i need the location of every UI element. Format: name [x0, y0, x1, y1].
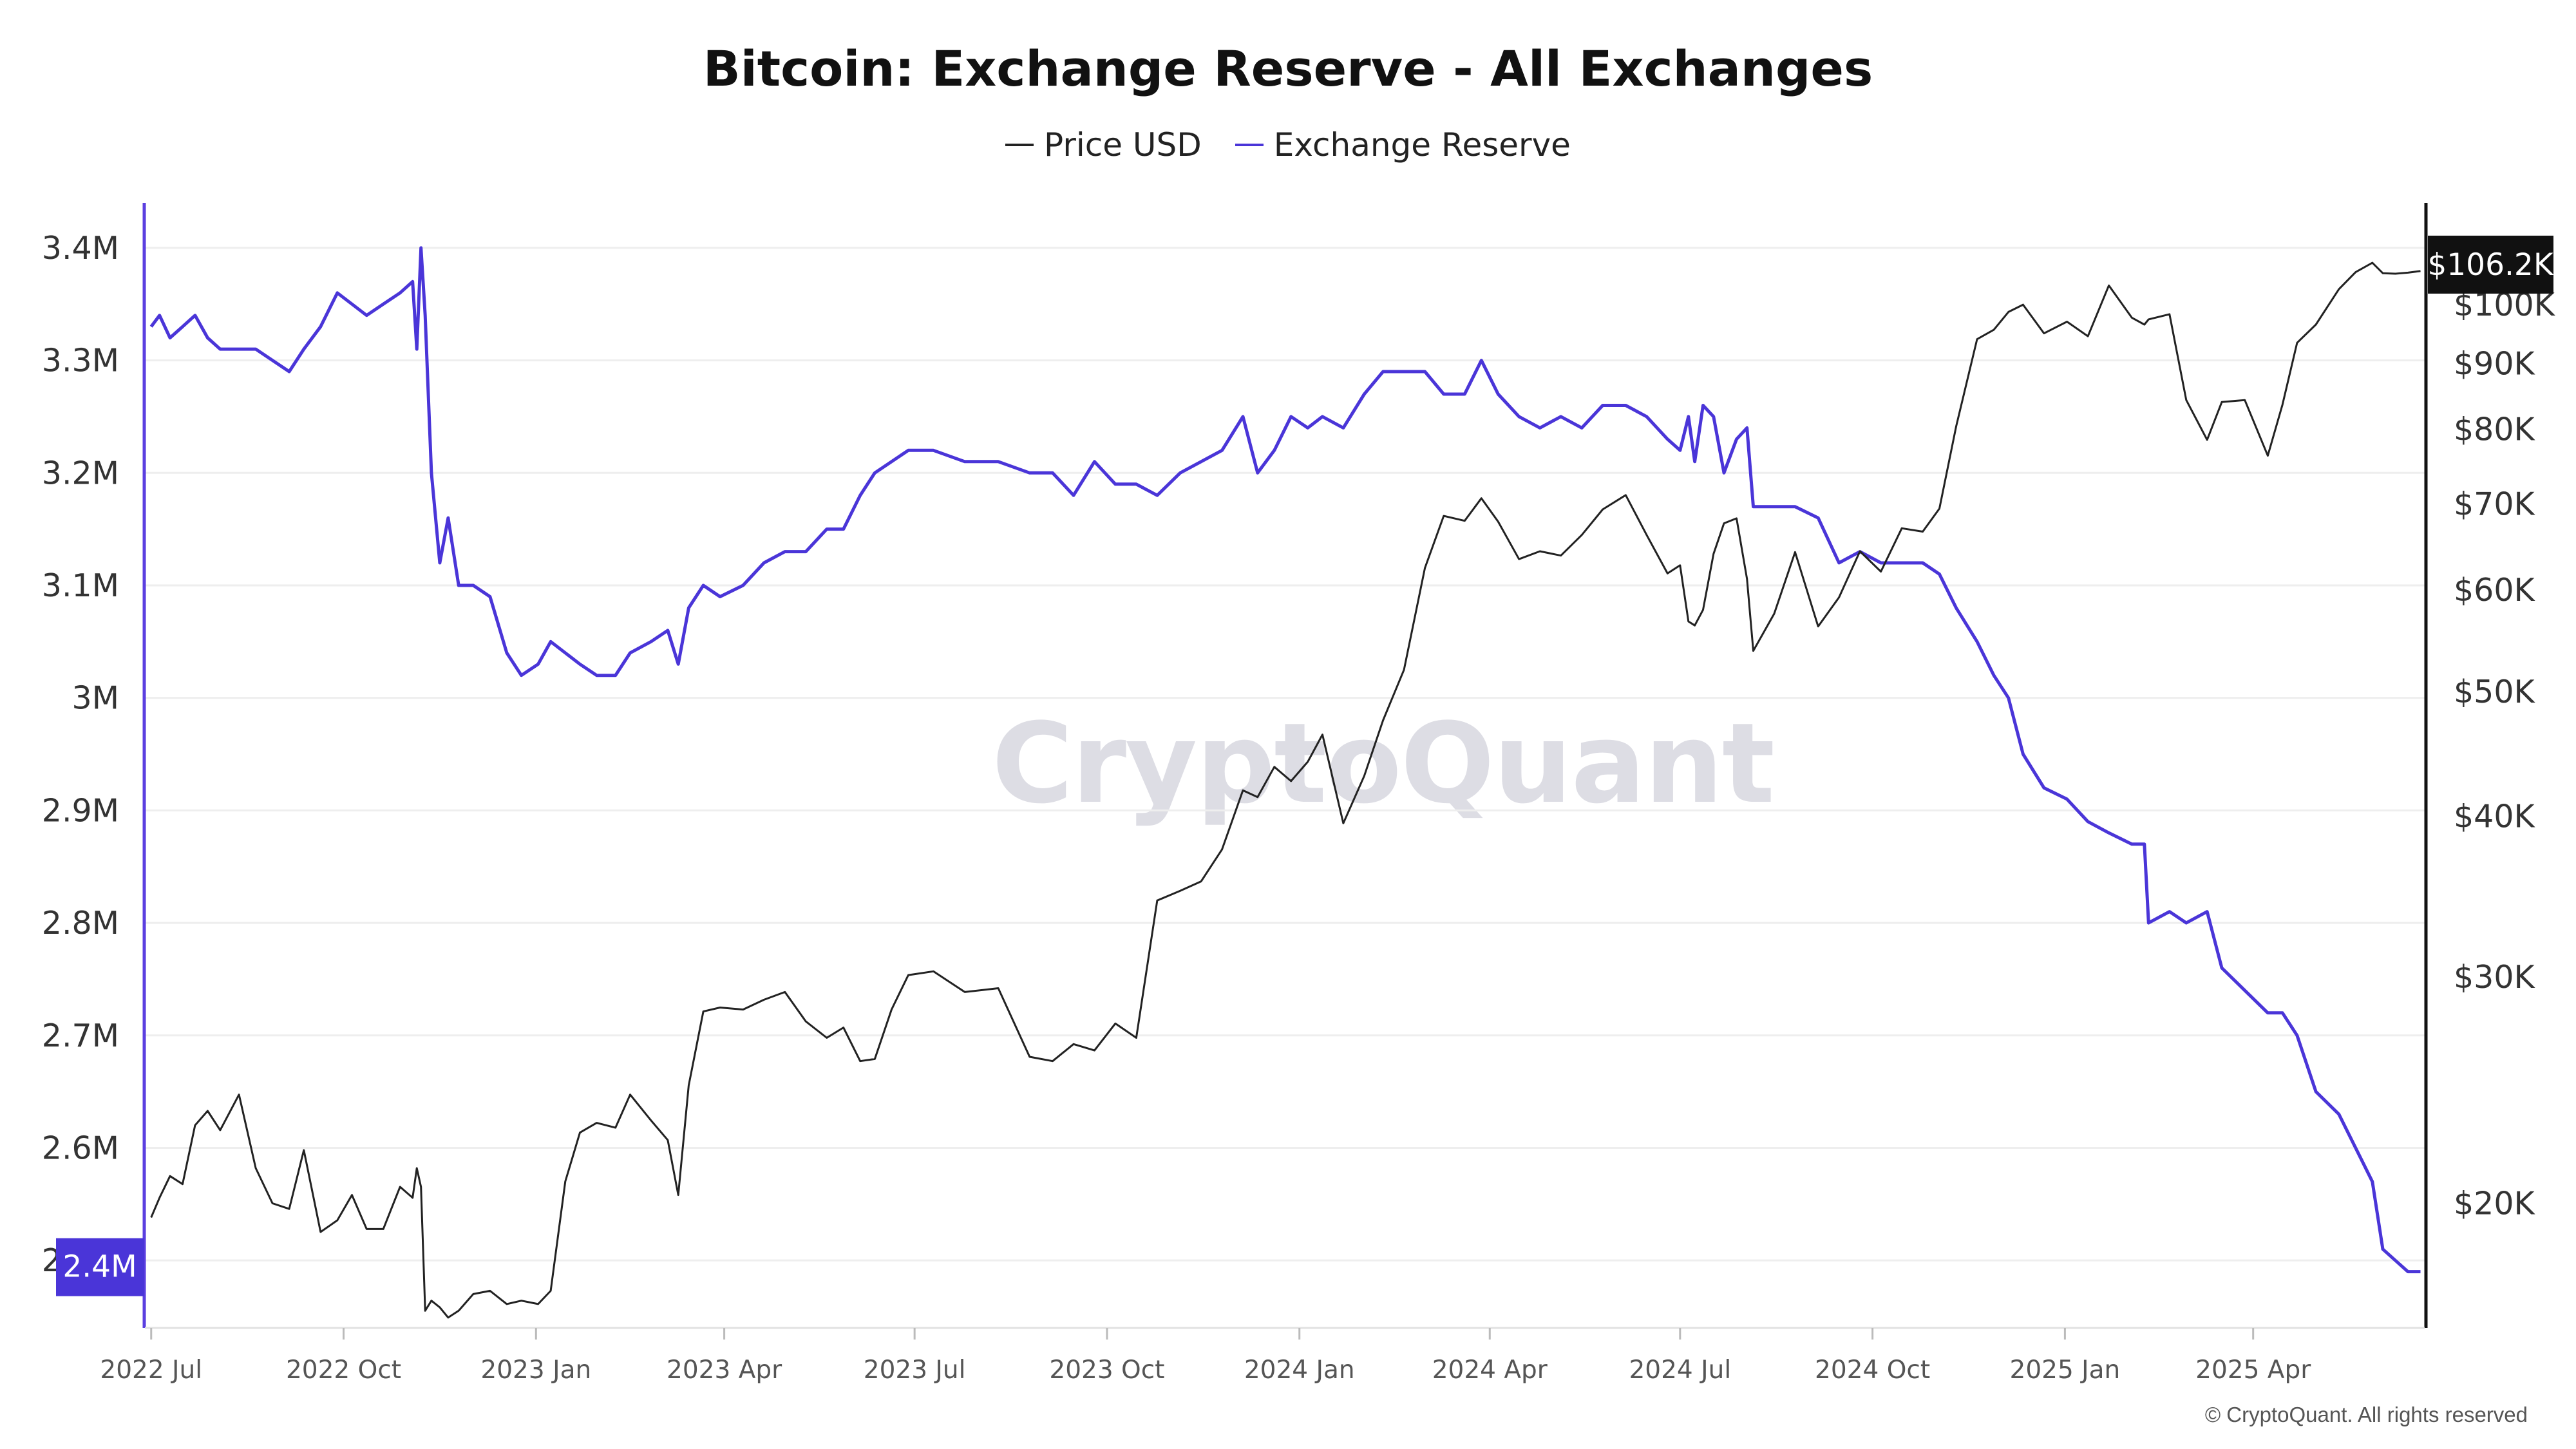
x-tick-label: 2023 Jul	[864, 1356, 966, 1385]
y-tick-label-right: $80K	[2454, 412, 2536, 448]
legend-item-reserve[interactable]: Exchange Reserve	[1235, 126, 1571, 164]
series-lines	[149, 246, 2421, 1319]
x-tick-label: 2023 Oct	[1049, 1356, 1164, 1385]
legend-label-reserve: Exchange Reserve	[1273, 126, 1571, 164]
legend: Price USD Exchange Reserve	[0, 126, 2576, 164]
y-tick-label-right: $60K	[2454, 572, 2536, 609]
legend-swatch-price	[1005, 144, 1034, 146]
y-tick-label-left: 3M	[72, 680, 119, 717]
x-tick-label: 2022 Oct	[286, 1356, 401, 1385]
series-line-exchange-reserve	[149, 246, 2421, 1274]
x-tick-label: 2024 Jan	[1244, 1356, 1355, 1385]
copyright-notice: © CryptoQuant. All rights reserved	[2204, 1403, 2528, 1426]
x-tick-label: 2023 Apr	[667, 1356, 782, 1385]
y-tick-label-left: 3.1M	[42, 567, 119, 604]
y-tick-label-right: $90K	[2454, 345, 2536, 382]
chart-title: Bitcoin: Exchange Reserve - All Exchange…	[703, 40, 1873, 97]
x-tick-label: 2024 Oct	[1815, 1356, 1930, 1385]
y-tick-label-left: 3.3M	[42, 343, 119, 379]
price-current-badge	[2428, 235, 2553, 294]
series-line-price-usd	[150, 261, 2421, 1319]
y-tick-label-right: $20K	[2454, 1186, 2536, 1222]
x-tick-label: 2024 Apr	[1432, 1356, 1548, 1385]
y-tick-label-left: 3.2M	[42, 455, 119, 491]
reserve-current-badge	[56, 1238, 144, 1296]
y-tick-label-left: 2.8M	[42, 905, 119, 942]
y-tick-label-right: $40K	[2454, 799, 2536, 835]
y-tick-label-left: 2.6M	[42, 1130, 119, 1166]
y-tick-label-left: 2.9M	[42, 792, 119, 829]
reserve-current-label: 2.4M	[62, 1249, 137, 1285]
y-tick-label-right: $50K	[2454, 674, 2536, 710]
legend-item-price[interactable]: Price USD	[1005, 126, 1202, 164]
y-tick-label-right: $70K	[2454, 486, 2536, 522]
y-tick-label-left: 3.4M	[42, 230, 119, 267]
x-tick-label: 2022 Jul	[100, 1356, 202, 1385]
x-tick-label: 2025 Apr	[2195, 1356, 2311, 1385]
legend-swatch-reserve	[1235, 144, 1264, 146]
x-tick-label: 2025 Jan	[2010, 1356, 2121, 1385]
x-tick-label: 2023 Jan	[480, 1356, 591, 1385]
x-tick-label: 2024 Jul	[1629, 1356, 1731, 1385]
legend-label-price: Price USD	[1044, 126, 1202, 164]
price-current-label: $106.2K	[2427, 247, 2553, 283]
y-tick-label-left: 2.7M	[42, 1018, 119, 1054]
y-tick-label-right: $30K	[2454, 959, 2536, 996]
